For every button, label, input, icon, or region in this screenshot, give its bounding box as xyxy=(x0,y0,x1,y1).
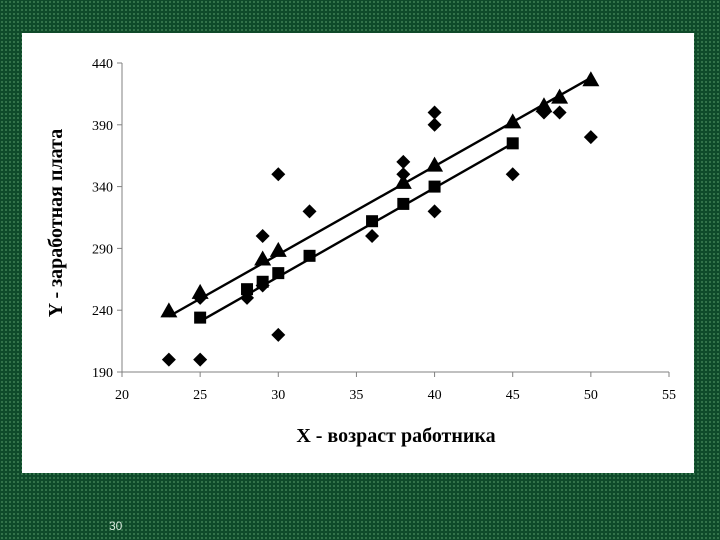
axes xyxy=(117,62,670,377)
tick-labels: 190 240 290 340 390 440 20 25 30 35 40 45 50 55 xyxy=(92,57,676,403)
triangle-point xyxy=(191,283,209,299)
data-points xyxy=(160,71,600,367)
square-point xyxy=(194,311,207,324)
y-tick-label: 340 xyxy=(92,181,113,196)
diamond-point xyxy=(255,229,270,244)
x-tick-label: 55 xyxy=(662,388,676,403)
triangle-point xyxy=(269,241,287,257)
triangle-point xyxy=(254,250,272,266)
triangle-point xyxy=(535,97,553,113)
square-point xyxy=(428,180,441,193)
diamond-point xyxy=(427,105,442,120)
x-tick-label: 25 xyxy=(193,388,207,403)
diamond-point xyxy=(271,327,286,342)
regression-lines xyxy=(168,76,592,323)
triangle-point xyxy=(394,173,412,189)
diamond-point xyxy=(505,167,520,182)
triangle-point xyxy=(160,302,178,318)
triangle-point xyxy=(582,71,600,87)
diamond-point xyxy=(271,167,286,182)
square-point xyxy=(256,275,269,288)
y-tick-label: 290 xyxy=(92,242,113,257)
y-tick-label: 390 xyxy=(92,119,113,134)
regression-line xyxy=(168,76,592,318)
slide-number: 30 xyxy=(109,519,123,533)
triangle-point xyxy=(504,113,522,129)
diamond-point xyxy=(552,105,567,120)
square-point xyxy=(303,249,316,262)
diamond-point xyxy=(396,154,411,169)
x-tick-label: 45 xyxy=(506,388,520,403)
diamond-point xyxy=(193,352,208,367)
x-tick-label: 40 xyxy=(428,388,442,403)
diamond-point xyxy=(427,117,442,132)
y-tick-label: 440 xyxy=(92,57,113,72)
x-tick-label: 50 xyxy=(584,388,598,403)
square-point xyxy=(506,137,519,150)
x-axis-title: X - возраст работника xyxy=(296,425,495,447)
slide-panel: 190 240 290 340 390 440 20 25 30 35 40 45 50 55 X - в… xyxy=(22,33,694,473)
diamond-point xyxy=(583,130,598,145)
y-axis-title: Y - заработная плата xyxy=(45,129,67,317)
triangle-point xyxy=(426,156,444,172)
square-point xyxy=(397,197,410,210)
square-point xyxy=(241,283,254,296)
y-tick-label: 240 xyxy=(92,304,113,319)
y-tick-label: 190 xyxy=(92,366,113,381)
scatter-chart: 190 240 290 340 390 440 20 25 30 35 40 45 50 55 X - в… xyxy=(45,57,676,447)
diamond-point xyxy=(302,204,317,219)
diamond-point xyxy=(161,352,176,367)
square-point xyxy=(366,215,379,228)
x-tick-label: 30 xyxy=(271,388,285,403)
diamond-point xyxy=(365,229,380,244)
diamond-point xyxy=(427,204,442,219)
square-point xyxy=(272,267,285,280)
x-tick-label: 35 xyxy=(349,388,363,403)
x-tick-label: 20 xyxy=(115,388,129,403)
triangle-point xyxy=(551,88,569,104)
